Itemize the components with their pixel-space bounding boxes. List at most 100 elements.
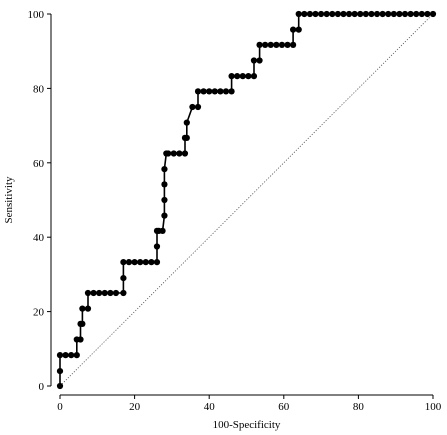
roc-point: [142, 259, 149, 266]
roc-point: [183, 119, 190, 126]
roc-point: [217, 88, 224, 95]
roc-point: [211, 88, 218, 95]
roc-point: [351, 10, 358, 18]
roc-point: [125, 259, 133, 266]
roc-point: [161, 181, 168, 188]
roc-point: [131, 259, 138, 266]
roc-point: [153, 243, 161, 250]
roc-point: [170, 150, 177, 157]
roc-point: [262, 41, 269, 48]
roc-point: [368, 10, 375, 18]
x-tick-label: 60: [278, 401, 290, 413]
roc-point: [56, 368, 64, 375]
roc-point: [228, 88, 235, 95]
y-tick-label: 60: [33, 158, 45, 170]
plot-area: [56, 10, 437, 390]
roc-point: [284, 41, 291, 48]
roc-point: [334, 10, 341, 18]
roc-point: [96, 289, 103, 297]
roc-point: [194, 103, 202, 111]
roc-point: [401, 10, 409, 18]
roc-point: [250, 73, 258, 80]
roc-point: [245, 73, 252, 80]
x-tick-label: 40: [204, 401, 216, 413]
x-tick-label: 100: [425, 401, 442, 413]
y-tick-label: 20: [33, 307, 45, 319]
roc-point: [101, 289, 108, 297]
roc-point: [318, 10, 325, 18]
roc-point: [77, 336, 84, 343]
roc-point: [206, 88, 213, 95]
x-axis-ticks: 0 20 40 60 80 100: [57, 395, 442, 413]
roc-point: [290, 41, 297, 48]
roc-point: [278, 41, 286, 48]
roc-point: [379, 10, 386, 18]
x-tick-label: 20: [129, 401, 141, 413]
roc-point: [256, 57, 263, 64]
roc-point: [181, 150, 189, 157]
roc-point: [137, 259, 144, 266]
roc-point: [250, 57, 258, 64]
roc-point: [362, 10, 369, 18]
roc-point: [176, 150, 183, 157]
roc-point: [312, 10, 319, 18]
roc-point: [345, 10, 353, 18]
y-tick-label: 80: [33, 83, 45, 95]
roc-point: [90, 289, 97, 297]
roc-point: [73, 352, 80, 359]
y-tick-label: 100: [28, 9, 45, 21]
reference-diagonal-line: [59, 13, 434, 387]
roc-point: [165, 150, 172, 157]
x-tick-label: 0: [57, 401, 63, 413]
x-axis-title: 100-Specificity: [213, 419, 281, 431]
roc-point: [390, 10, 397, 18]
roc-point: [107, 289, 114, 297]
x-tick-label: 80: [353, 401, 365, 413]
roc-point: [301, 10, 308, 18]
roc-point: [373, 10, 381, 18]
roc-point: [357, 10, 364, 18]
roc-point: [161, 196, 168, 204]
roc-point: [306, 10, 314, 18]
roc-point: [161, 166, 168, 173]
roc-point: [120, 275, 127, 282]
roc-point: [120, 289, 127, 297]
roc-point: [340, 10, 347, 18]
roc-point: [396, 10, 403, 18]
roc-point: [256, 41, 263, 48]
roc-point: [273, 41, 280, 48]
roc-point: [234, 73, 241, 80]
roc-point: [183, 134, 190, 141]
roc-point: [418, 10, 425, 18]
roc-point: [413, 10, 420, 18]
roc-point: [84, 305, 92, 312]
roc-point: [200, 88, 207, 95]
roc-point: [429, 10, 437, 18]
roc-point: [153, 259, 161, 266]
roc-point: [323, 10, 330, 18]
roc-point: [228, 73, 235, 80]
roc-point: [295, 10, 302, 18]
y-axis-title: Sensitivity: [3, 176, 15, 224]
roc-point: [194, 88, 202, 95]
roc-point: [56, 352, 64, 359]
roc-point: [112, 289, 120, 297]
roc-point: [79, 320, 86, 327]
roc-point: [385, 10, 392, 18]
roc-points: [56, 10, 437, 390]
y-axis-ticks: 0 20 40 60 80 100: [28, 9, 51, 393]
roc-point: [189, 103, 196, 111]
roc-point: [329, 10, 336, 18]
roc-point: [267, 41, 274, 48]
y-tick-label: 0: [39, 381, 45, 393]
roc-point: [68, 352, 75, 359]
roc-point: [56, 382, 64, 390]
y-tick-label: 40: [33, 232, 45, 244]
roc-point: [79, 305, 86, 312]
roc-point: [424, 10, 431, 18]
roc-point: [161, 212, 168, 219]
roc-point: [239, 73, 246, 80]
roc-point: [407, 10, 414, 18]
roc-point: [148, 259, 155, 266]
